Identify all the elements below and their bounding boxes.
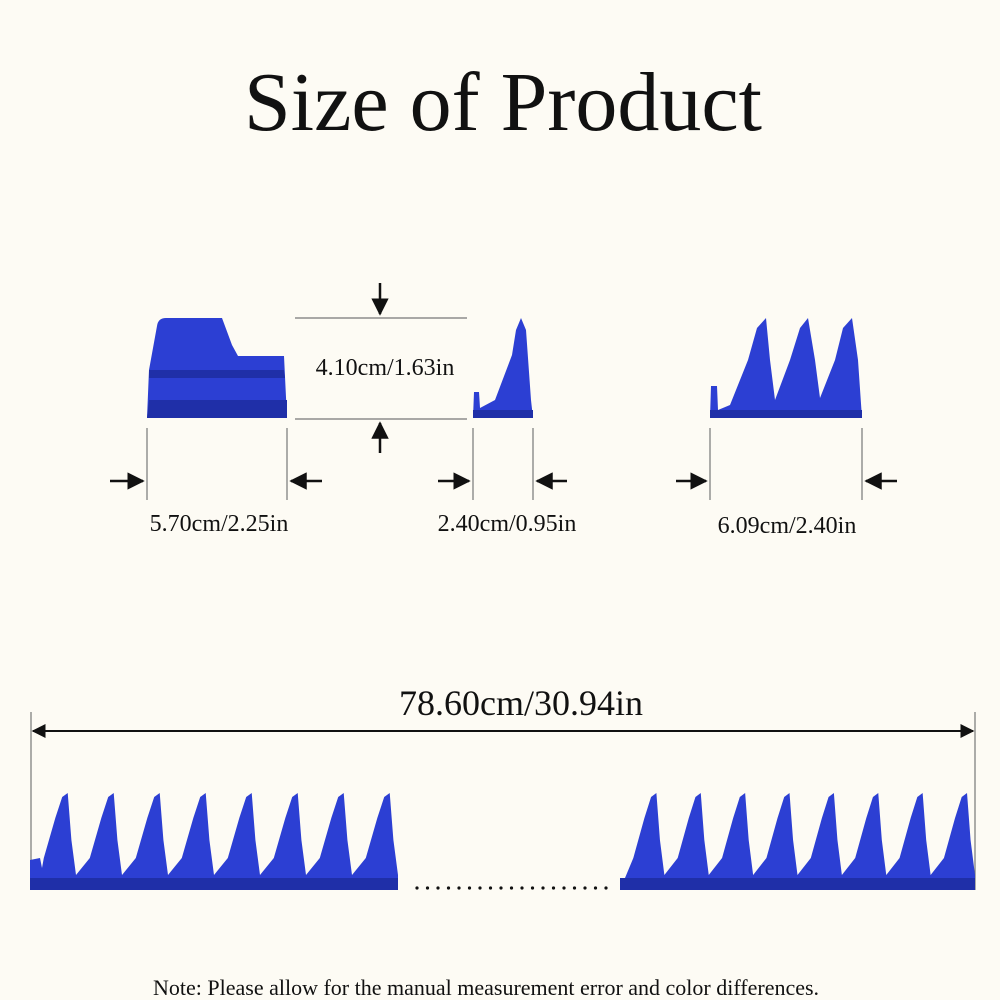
front-piece [147,318,287,418]
height-label: 4.10cm/1.63in [316,355,455,381]
side-piece [473,318,533,418]
dot [425,886,430,890]
side-width-label: 2.40cm/0.95in [438,511,577,537]
width-dimensions [110,428,897,500]
dot [541,886,545,890]
note: Note: Please allow for the manual measur… [153,975,819,1000]
dot [530,886,535,890]
ellipsis-dots [415,886,608,890]
rack-base [30,878,398,890]
dot [499,886,503,890]
dot [583,886,587,890]
dot [467,886,472,890]
three-slot-width-label: 6.09cm/2.40in [718,513,857,539]
rack-base [620,878,975,890]
dot [446,886,451,890]
height-dimension [295,283,467,453]
dot [572,886,577,890]
dot [415,886,419,890]
dot [457,886,461,890]
full-rack [30,793,975,890]
total-length-label: 78.60cm/30.94in [399,683,643,723]
title: Size of Product [244,56,762,149]
dot [604,886,608,890]
front-width-label: 5.70cm/2.25in [150,511,289,537]
dot [520,886,524,890]
dot [593,886,598,890]
dot [478,886,482,890]
three-slot-piece [710,318,862,418]
dot [509,886,514,890]
dot [551,886,556,890]
dot [562,886,566,890]
dot [436,886,440,890]
dot [488,886,493,890]
